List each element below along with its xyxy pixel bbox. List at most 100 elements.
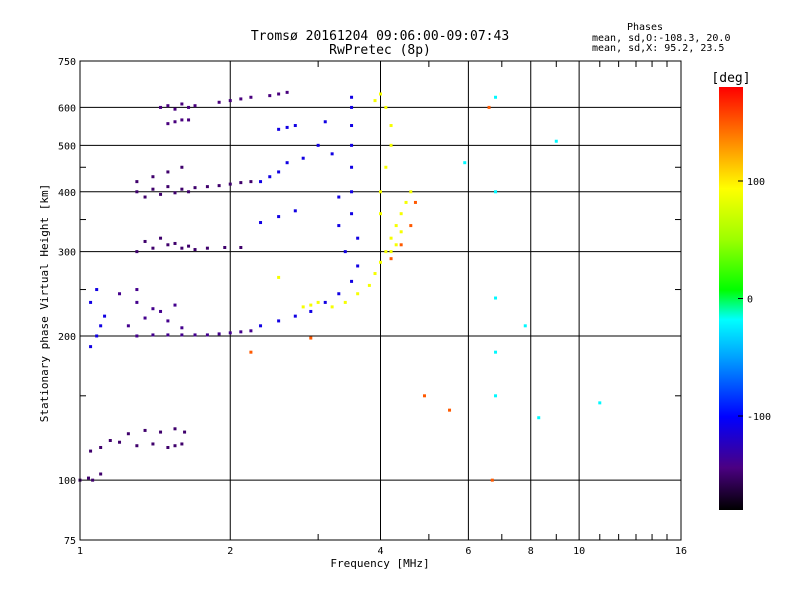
data-point	[193, 186, 197, 190]
colorbar-tick-label: -100	[747, 412, 771, 423]
data-point	[337, 292, 341, 296]
data-point	[135, 444, 139, 448]
data-point	[180, 246, 184, 250]
data-point	[379, 92, 382, 96]
data-point	[187, 105, 191, 109]
data-point	[389, 250, 393, 254]
data-point	[151, 175, 155, 179]
data-point	[173, 107, 177, 111]
x-axis-label: Frequency [MHz]	[330, 557, 429, 570]
data-point	[277, 275, 281, 279]
data-point	[151, 442, 155, 446]
colorbar-tick-label: 100	[747, 177, 765, 188]
data-point	[166, 170, 170, 174]
data-point	[249, 350, 253, 354]
data-point	[151, 307, 155, 311]
data-point	[409, 190, 413, 194]
data-point	[135, 190, 139, 194]
data-point	[99, 445, 103, 449]
data-point	[523, 324, 527, 328]
data-point	[277, 92, 281, 96]
data-point	[277, 215, 281, 219]
data-point	[228, 331, 232, 335]
data-point	[293, 209, 297, 213]
y-axis-ticks: 75 100 200 300 400 500 600 750	[58, 57, 681, 547]
data-point	[323, 120, 327, 124]
colorbar-ticks: 100 0 -100	[738, 177, 771, 423]
data-point	[205, 333, 209, 337]
data-point	[193, 333, 197, 337]
data-point	[309, 309, 313, 313]
data-point	[159, 105, 163, 109]
data-point	[309, 336, 313, 340]
x-tick-label: 10	[573, 546, 585, 557]
data-point	[384, 165, 388, 169]
data-point	[166, 319, 170, 323]
data-point	[91, 478, 95, 482]
data-point	[350, 143, 354, 147]
data-point	[217, 100, 221, 104]
data-point	[301, 305, 305, 309]
data-point	[330, 152, 334, 156]
data-point	[118, 292, 122, 296]
data-point	[301, 156, 305, 160]
data-point	[389, 257, 393, 261]
data-point	[173, 427, 177, 431]
data-point	[384, 105, 388, 109]
data-point	[135, 288, 139, 292]
data-point	[166, 104, 170, 108]
y-tick-label: 750	[58, 57, 76, 68]
data-points	[78, 90, 602, 482]
data-point	[118, 440, 122, 444]
data-point	[350, 124, 354, 128]
data-point	[259, 324, 263, 328]
chart-subtitle: RwPretec (8p)	[329, 43, 431, 58]
data-point	[217, 184, 221, 188]
data-point	[180, 187, 184, 191]
data-point	[350, 165, 354, 169]
data-point	[173, 120, 177, 124]
data-point	[217, 332, 221, 336]
data-point	[180, 326, 184, 330]
data-point	[126, 324, 130, 328]
data-point	[183, 430, 187, 434]
data-point	[187, 190, 191, 194]
data-point	[323, 300, 327, 304]
x-tick-label: 8	[528, 546, 534, 557]
data-point	[228, 99, 232, 103]
data-point	[173, 303, 177, 307]
data-point	[399, 243, 403, 247]
data-point	[151, 333, 155, 337]
data-point	[166, 243, 170, 247]
data-point	[180, 102, 184, 106]
data-point	[285, 125, 289, 129]
phase-stats-title: Phases	[627, 22, 663, 33]
data-point	[89, 345, 93, 349]
data-point	[173, 444, 177, 448]
data-point	[126, 432, 130, 436]
data-point	[463, 161, 467, 165]
data-point	[239, 181, 243, 185]
data-point	[180, 165, 184, 169]
data-point	[151, 187, 155, 191]
data-point	[373, 272, 377, 276]
data-point	[135, 250, 139, 254]
data-point	[89, 449, 93, 453]
data-point	[143, 195, 147, 199]
data-point	[537, 416, 541, 420]
data-point	[394, 243, 398, 247]
data-point	[399, 230, 403, 234]
data-point	[409, 224, 413, 228]
data-point	[494, 296, 498, 300]
data-point	[87, 476, 91, 480]
x-axis-ticks: 1 2 4 6 8 10 16	[77, 61, 687, 557]
y-tick-label: 400	[58, 188, 76, 199]
data-point	[554, 139, 558, 143]
data-point	[330, 305, 334, 309]
data-point	[384, 250, 388, 254]
data-point	[180, 118, 184, 122]
data-point	[205, 246, 209, 250]
data-point	[166, 445, 170, 449]
